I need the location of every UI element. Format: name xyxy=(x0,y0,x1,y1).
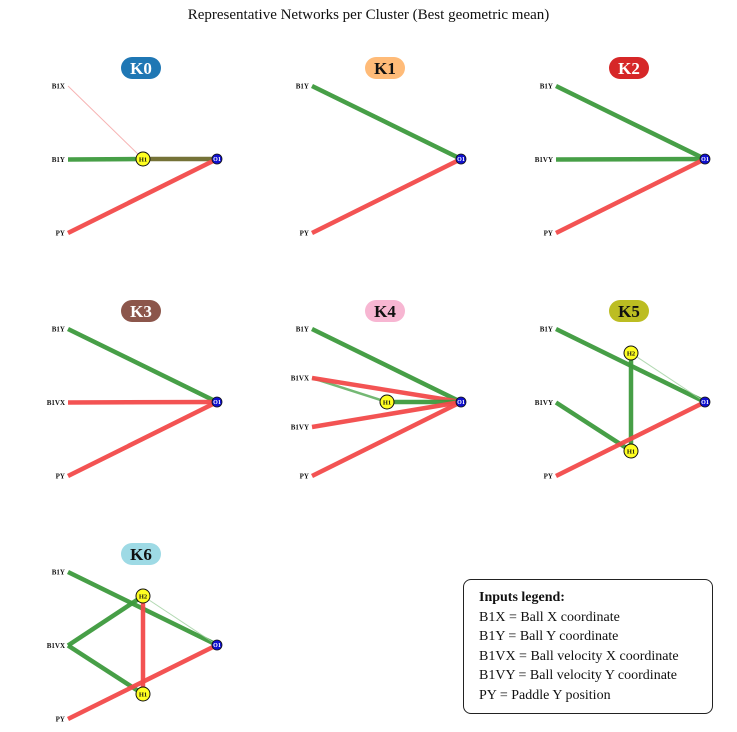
cluster-badge xyxy=(609,300,649,322)
cluster-badge xyxy=(121,57,161,79)
input-node-label: PY xyxy=(56,230,65,238)
panel-k1: K1 B1Y PY O1 xyxy=(296,57,467,238)
input-node-label: PY xyxy=(56,473,65,481)
cluster-badge xyxy=(121,543,161,565)
hidden-node xyxy=(135,588,151,604)
edge-py-o1 xyxy=(66,642,219,722)
edge-py-o1 xyxy=(310,156,463,236)
output-node xyxy=(211,153,223,165)
panel-k4: K4 B1Y B1VX B1VY PY H1 O1 xyxy=(291,300,467,481)
edge-b1vx-o1 xyxy=(311,375,462,405)
edge-py-o1 xyxy=(66,399,219,479)
cluster-badge xyxy=(365,57,405,79)
output-node xyxy=(455,396,467,408)
hidden-node xyxy=(379,394,395,410)
panel-k6: K6 B1Y B1VX PY H1 H2 O1 xyxy=(47,543,223,724)
edge-h2-o1 xyxy=(630,352,706,403)
cluster-label: K2 xyxy=(618,59,640,78)
output-node-label: O1 xyxy=(213,643,221,649)
inputs-legend: Inputs legend: B1X = Ball X coordinate B… xyxy=(463,579,713,714)
panel-k2: K2 B1Y B1VY PY O1 xyxy=(535,57,711,238)
cluster-label: K4 xyxy=(374,302,396,321)
hidden-node-label: H2 xyxy=(139,594,147,601)
legend-item: B1Y = Ball Y coordinate xyxy=(479,629,619,644)
input-node-label: B1VY xyxy=(535,399,553,407)
output-node xyxy=(699,153,711,165)
legend-title: Inputs legend: xyxy=(479,590,565,605)
input-node-label: B1VY xyxy=(291,424,309,432)
panel-k3: K3 B1Y B1VX PY O1 xyxy=(47,300,223,481)
cluster-label: K0 xyxy=(130,59,152,78)
output-node-label: O1 xyxy=(213,157,221,163)
output-node-label: O1 xyxy=(457,157,465,163)
hidden-node xyxy=(135,686,151,702)
hidden-node-label: H1 xyxy=(627,449,635,456)
input-node-label: B1Y xyxy=(296,326,309,334)
cluster-label: K6 xyxy=(130,545,152,564)
output-node xyxy=(455,153,467,165)
edge-b1y-h1 xyxy=(67,156,144,162)
edge-b1y-o1 xyxy=(311,326,462,405)
input-node-label: B1Y xyxy=(540,326,553,334)
input-node-label: B1Y xyxy=(540,83,553,91)
panel-k0: K0 B1X B1Y PY H1 O1 xyxy=(52,57,223,238)
edge-b1y-o1 xyxy=(311,83,462,162)
edge-py-o1 xyxy=(66,156,219,236)
edge-b1y-o1 xyxy=(555,83,706,162)
input-node-label: PY xyxy=(300,473,309,481)
output-node-label: O1 xyxy=(457,400,465,406)
hidden-node xyxy=(135,151,151,167)
cluster-badge xyxy=(121,300,161,322)
input-node-label: PY xyxy=(300,230,309,238)
input-node-label: B1VX xyxy=(47,399,65,407)
edge-b1x-h1 xyxy=(67,85,144,160)
hidden-node xyxy=(623,345,639,361)
input-node-label: B1VY xyxy=(535,156,553,164)
legend-item: B1VX = Ball velocity X coordinate xyxy=(479,648,679,664)
edge-b1y-o1 xyxy=(67,326,218,405)
hidden-node-label: H1 xyxy=(383,400,391,407)
input-node-label: B1Y xyxy=(296,83,309,91)
edge-b1vy-o1 xyxy=(555,156,706,162)
edge-py-o1 xyxy=(554,399,707,479)
hidden-node xyxy=(623,443,639,459)
cluster-badge xyxy=(365,300,405,322)
input-node-label: B1X xyxy=(52,83,65,91)
input-node-label: PY xyxy=(544,230,553,238)
cluster-label: K5 xyxy=(618,302,640,321)
edge-py-o1 xyxy=(310,399,463,479)
panel-k5: K5 B1Y B1VY PY H1 H2 O1 xyxy=(535,300,711,481)
legend-item: PY = Paddle Y position xyxy=(479,687,611,703)
output-node-label: O1 xyxy=(701,157,709,163)
hidden-node-label: H1 xyxy=(139,692,147,699)
edge-b1vy-o1 xyxy=(311,399,462,430)
input-node-label: PY xyxy=(544,473,553,481)
figure-title: Representative Networks per Cluster (Bes… xyxy=(187,7,550,23)
cluster-label: K1 xyxy=(374,59,396,78)
cluster-label: K3 xyxy=(130,302,152,321)
legend-item: B1VY = Ball velocity Y coordinate xyxy=(479,668,678,683)
output-node-label: O1 xyxy=(701,400,709,406)
cluster-badge xyxy=(609,57,649,79)
output-node-label: O1 xyxy=(213,400,221,406)
edge-h2-o1 xyxy=(142,595,218,646)
input-node-label: PY xyxy=(56,716,65,724)
hidden-node-label: H2 xyxy=(627,351,635,358)
output-node xyxy=(211,396,223,408)
edge-b1vx-h2 xyxy=(66,594,145,648)
input-node-label: B1Y xyxy=(52,156,65,164)
output-node xyxy=(211,639,223,651)
hidden-node-label: H1 xyxy=(139,157,147,164)
input-node-label: B1VX xyxy=(291,375,309,383)
edge-b1vx-o1 xyxy=(67,399,218,405)
output-node xyxy=(699,396,711,408)
input-node-label: B1Y xyxy=(52,326,65,334)
edge-py-o1 xyxy=(554,156,707,236)
input-node-label: B1VX xyxy=(47,642,65,650)
input-node-label: B1Y xyxy=(52,569,65,577)
legend-item: B1X = Ball X coordinate xyxy=(479,609,620,625)
